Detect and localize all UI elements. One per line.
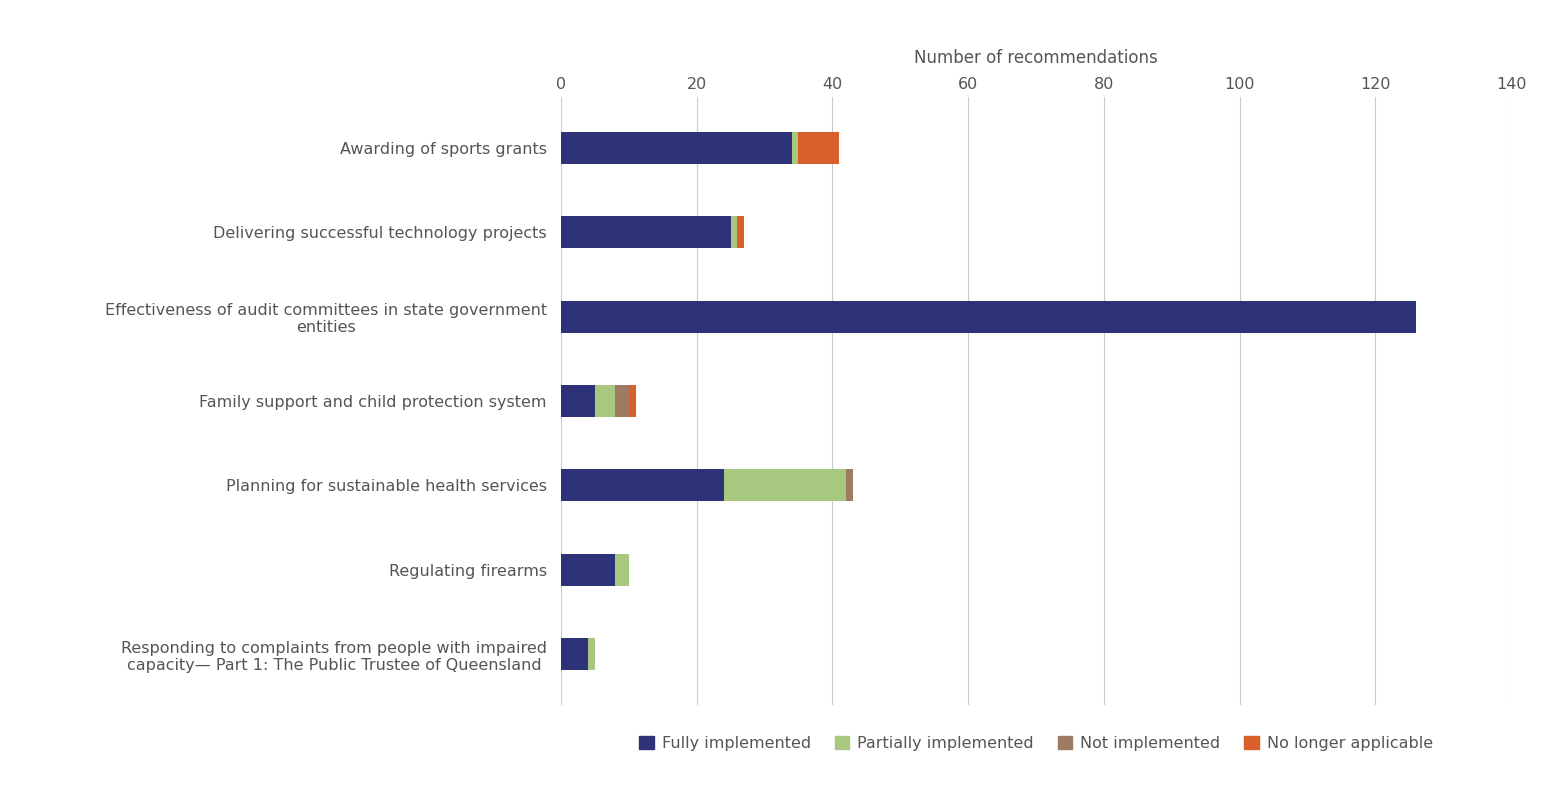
Bar <box>561 469 724 501</box>
Bar <box>798 132 840 164</box>
Bar <box>615 554 629 586</box>
Bar <box>724 469 846 501</box>
Bar <box>561 385 595 417</box>
Bar <box>561 301 1416 333</box>
Bar <box>846 469 852 501</box>
Bar <box>731 216 737 248</box>
Bar <box>595 385 615 417</box>
Bar <box>561 638 587 670</box>
Bar <box>587 638 595 670</box>
Bar <box>629 385 636 417</box>
Bar <box>561 132 791 164</box>
Bar <box>561 554 615 586</box>
Bar <box>791 132 798 164</box>
Legend: Fully implemented, Partially implemented, Not implemented, No longer applicable: Fully implemented, Partially implemented… <box>633 730 1440 757</box>
Bar <box>737 216 745 248</box>
X-axis label: Number of recommendations: Number of recommendations <box>915 49 1158 67</box>
Bar <box>561 216 731 248</box>
Bar <box>615 385 629 417</box>
